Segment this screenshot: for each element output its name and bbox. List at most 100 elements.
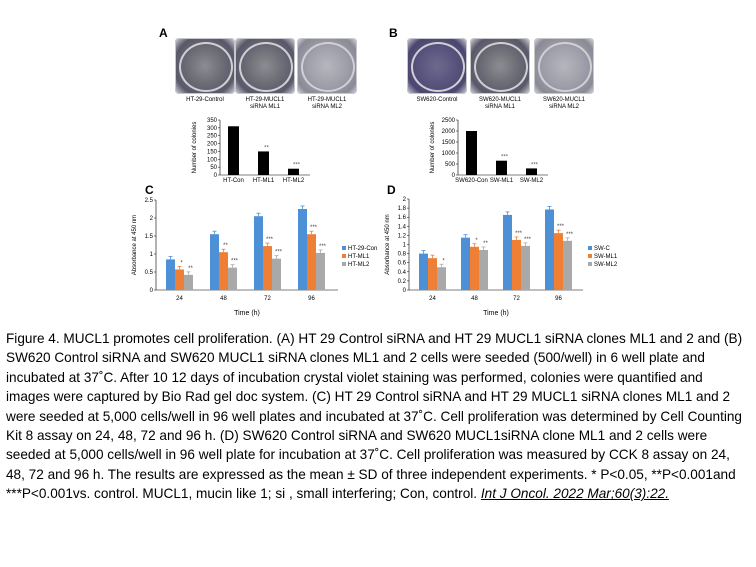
legend-label: SW-ML2	[594, 262, 618, 268]
bar-sw-ml2-24	[437, 267, 446, 290]
bar-ht-29-con-72	[254, 216, 263, 290]
y-tick-label: 0.6	[398, 261, 407, 267]
panel-letter-c: C	[145, 183, 154, 197]
x-tick-label: 96	[555, 296, 562, 302]
y-tick-label: 1.2	[398, 233, 407, 239]
y-tick-label: 0	[403, 288, 407, 294]
y-tick-label: 1.4	[398, 224, 407, 230]
bar-ht-ml1	[258, 151, 269, 175]
y-tick-label: 300	[207, 126, 218, 132]
dish-label-a1: HT-29-Control	[186, 97, 224, 103]
legend-label: HT-ML2	[348, 262, 370, 268]
citation-link[interactable]: Int J Oncol. 2022 Mar;60(3):22.	[480, 486, 670, 502]
bar-sw-c-24	[419, 253, 428, 290]
y-tick-label: 2.5	[145, 198, 154, 204]
significance-marker: **	[188, 266, 193, 272]
y-tick-label: 0	[214, 173, 218, 179]
bar-sw-ml2-96	[563, 240, 572, 290]
bar-sw-ml1	[496, 160, 507, 175]
x-tick-label: 96	[308, 296, 315, 302]
bar-ht-ml1-72	[263, 246, 272, 290]
significance-marker: ***	[566, 232, 574, 238]
significance-marker: *	[475, 238, 478, 244]
bar-sw-ml2-48	[479, 249, 488, 290]
panel-letter-d: D	[387, 183, 396, 197]
significance-marker: ***	[515, 231, 523, 237]
significance-marker: ***	[501, 155, 509, 161]
significance-marker: ***	[293, 163, 301, 169]
legend-label: SW-C	[594, 246, 611, 252]
legend-swatch	[588, 262, 592, 266]
legend-swatch	[342, 262, 346, 266]
legend-label: HT-29-Con	[348, 246, 377, 252]
chart-b-colonies: 0 500 1000 1500 2000 2500 Number of colonies SW…	[430, 118, 548, 184]
legend-swatch	[342, 254, 346, 258]
y-tick-label: 0	[452, 173, 456, 179]
significance-marker: ***	[275, 250, 283, 256]
petri-dish-sw620-control	[407, 38, 467, 94]
y-tick-label: 2	[150, 216, 154, 222]
bar-sw-c-96	[545, 209, 554, 290]
panel-letter-a: A	[159, 26, 168, 40]
bar-ht-ml1-24	[175, 269, 184, 290]
y-tick-label: 0.2	[398, 279, 407, 285]
petri-dish-ht29-ml1	[235, 38, 295, 94]
x-tick-label: SW-ML2	[520, 178, 544, 184]
x-tick-label: 24	[429, 296, 436, 302]
y-axis-title: Number of colonies	[430, 122, 436, 174]
x-tick-label: HT-ML2	[283, 178, 305, 184]
y-tick-label: 0	[150, 288, 154, 294]
significance-marker: ***	[231, 259, 239, 265]
bar-sw620-con	[466, 131, 477, 175]
y-tick-label: 150	[207, 149, 218, 155]
significance-marker: *	[180, 260, 183, 266]
x-tick-label: HT-ML1	[253, 178, 275, 184]
y-axis-title: Number of colonies	[192, 122, 198, 174]
significance-marker: **	[483, 241, 488, 247]
dish-label-a2: HT-29-MUCL1 siRNA ML1	[245, 97, 285, 110]
bar-ht-29-con-24	[166, 259, 175, 290]
bar-ht-ml2	[288, 168, 299, 175]
bar-sw-ml1-48	[470, 246, 479, 290]
bar-sw-c-72	[503, 214, 512, 290]
y-tick-label: 1.8	[398, 206, 407, 212]
chart-c-proliferation: 0 0.5 1 1.5 2 2.5 Absorbance at 450 nm Time (h)…	[132, 198, 377, 317]
y-axis-title: Absorbance at 450 nm	[132, 215, 138, 275]
chart-d-proliferation: 0 0.2 0.4 0.6 0.8 1 1.2 1.4 1.6 1.8 2 Absorbance at…	[385, 197, 618, 317]
bar-ht-ml1-48	[219, 252, 228, 290]
bar-ht-ml2-96	[316, 252, 325, 290]
figure-caption: Figure 4. MUCL1 promotes cell proliferat…	[6, 329, 748, 504]
panel-letter-b: B	[389, 26, 398, 40]
bar-ht-con	[228, 126, 239, 175]
y-tick-label: 200	[207, 142, 218, 148]
bar-sw-ml1-72	[512, 239, 521, 290]
caption-text: Figure 4. MUCL1 promotes cell proliferat…	[6, 331, 743, 502]
x-axis-title: Time (h)	[483, 310, 509, 317]
significance-marker: ***	[524, 237, 532, 243]
significance-marker: *	[442, 258, 445, 264]
x-tick-label: 48	[471, 296, 478, 302]
petri-dish-ht29-control	[175, 38, 235, 94]
significance-marker: **	[264, 145, 269, 151]
bar-ht-29-con-96	[298, 209, 307, 290]
y-tick-label: 350	[207, 118, 218, 124]
dish-label-b1: SW620-Control	[416, 97, 458, 103]
bar-sw-ml2-72	[521, 245, 530, 290]
legend-swatch	[588, 246, 592, 250]
significance-marker: ***	[557, 224, 565, 230]
y-tick-label: 1500	[442, 140, 456, 146]
y-tick-label: 0.4	[398, 270, 407, 276]
x-tick-label: SW620-Con	[455, 178, 488, 184]
y-tick-label: 0.5	[145, 270, 154, 276]
y-tick-label: 2500	[442, 118, 456, 124]
bar-ht-ml2-48	[228, 267, 237, 290]
y-tick-label: 2	[403, 197, 407, 203]
x-tick-label: 48	[220, 296, 227, 302]
x-axis-title: Time (h)	[234, 310, 260, 317]
bar-ht-ml2-24	[184, 274, 193, 290]
dish-label-b3: SW620-MUCL1 siRNA ML2	[542, 97, 585, 110]
bar-sw-c-48	[461, 237, 470, 290]
y-tick-label: 2000	[442, 129, 456, 135]
bar-sw-ml1-96	[554, 233, 563, 290]
